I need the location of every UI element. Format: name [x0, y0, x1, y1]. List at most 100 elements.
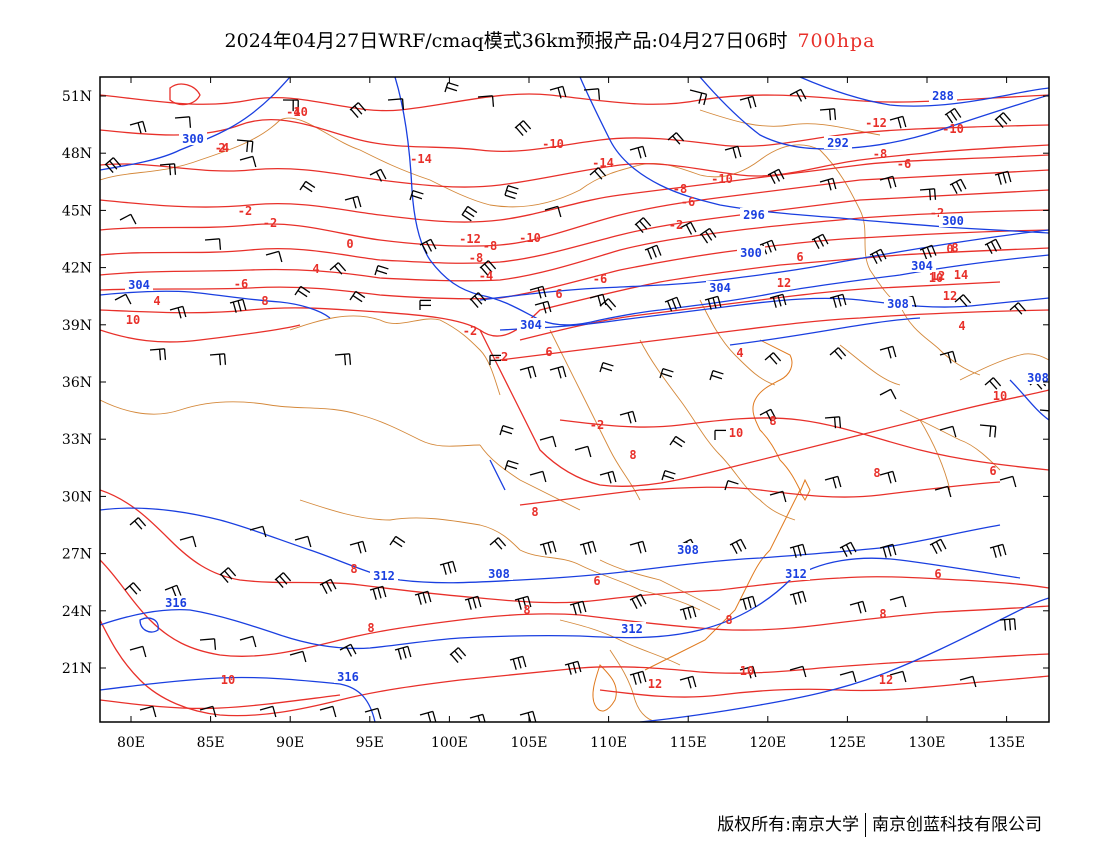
wind-barb [919, 244, 937, 260]
temperature-label: 12 [931, 269, 945, 283]
map-frame [99, 76, 1050, 723]
temperature-label: 10 [929, 271, 943, 285]
wind-barb [299, 180, 316, 193]
temperature-label: -4 [215, 141, 229, 155]
lat-label: 48N [62, 146, 92, 162]
wind-barb [199, 638, 217, 650]
wind-barb [724, 480, 739, 491]
wind-barb [549, 85, 567, 99]
temperature-label: -10 [711, 172, 733, 186]
wind-barb [994, 170, 1012, 185]
wind-barb [499, 425, 514, 436]
temperature-label: 8 [350, 562, 357, 576]
lat-label: 36N [62, 375, 92, 391]
temperature-label: -10 [542, 137, 564, 151]
wind-barb [789, 543, 807, 558]
temperature-label: -6 [234, 277, 248, 291]
wind-barb [139, 705, 157, 718]
temperature-label: 6 [934, 567, 941, 581]
title-level: 700hpa [797, 30, 876, 52]
label-bg [782, 567, 810, 580]
wind-barb [989, 543, 1007, 558]
temperature-label: -10 [519, 231, 541, 245]
wind-barb [664, 296, 682, 312]
lon-label: 105E [511, 735, 548, 751]
wind-barb [939, 425, 957, 438]
wind-barb [574, 445, 592, 458]
label-bg [618, 622, 646, 635]
wind-barb [994, 112, 1012, 128]
wind-barb [239, 635, 257, 648]
geopotential-label: 300 [740, 246, 762, 260]
lon-label: 95E [356, 735, 384, 751]
wind-barb [149, 348, 167, 361]
wind-barb [819, 177, 837, 191]
lon-label: 115E [670, 735, 707, 751]
geopotential-label: 312 [373, 569, 395, 583]
wind-barb [999, 618, 1017, 631]
geopotential-label: 308 [1027, 371, 1049, 385]
lon-label: 125E [829, 735, 866, 751]
wind-barb [239, 155, 257, 168]
lon-label: 110E [590, 735, 627, 751]
temperature-label: -10 [286, 105, 308, 119]
wind-barb [319, 705, 337, 718]
geopotential-label: 296 [743, 208, 765, 222]
geopotential-label: 308 [887, 297, 909, 311]
wind-barb [549, 365, 567, 379]
wind-barb [767, 168, 785, 185]
wind-barb [789, 665, 807, 678]
label-bg [485, 567, 513, 580]
wind-barb [659, 368, 674, 379]
wind-barb [589, 293, 607, 307]
temperature-label: 6 [555, 287, 562, 301]
wind-barb [489, 354, 501, 365]
wind-barb [709, 370, 724, 381]
temperature-label: 8 [261, 294, 268, 308]
temperature-label: 12 [879, 673, 893, 687]
coastline [592, 339, 811, 712]
geopotential-label: 304 [520, 318, 542, 332]
label-bg [162, 596, 190, 609]
wind-barb [449, 647, 467, 663]
wind-barb [934, 485, 952, 498]
label-bg [125, 278, 153, 291]
geopotential-label: 288 [932, 89, 954, 103]
wind-barb [849, 600, 867, 614]
footer-right: 南京创蓝科技有限公司 [872, 815, 1042, 835]
temperature-label: 8 [629, 448, 636, 462]
wind-barb [349, 290, 366, 303]
wind-barb [294, 535, 312, 548]
wind-barb [334, 353, 352, 366]
lat-label: 51N [62, 89, 92, 105]
wind-barb [829, 293, 847, 308]
wind-barb [954, 294, 972, 307]
temperature-label: 6 [796, 250, 803, 264]
temperature-label: 14 [954, 268, 968, 282]
wind-barb [879, 345, 897, 359]
temperature-label: 12 [943, 289, 957, 303]
lat-label: 27N [62, 547, 92, 563]
wind-barb [599, 470, 617, 484]
lon-label: 90E [276, 735, 304, 751]
wind-barb [282, 99, 299, 112]
geopotential-label: 304 [709, 281, 731, 295]
wind-barb [714, 429, 726, 440]
wind-barb [949, 178, 967, 195]
wind-barb [319, 578, 337, 595]
temperature-label: -2 [494, 350, 508, 364]
wind-barb [544, 205, 562, 218]
wind-barb [504, 185, 519, 200]
wind-barb [724, 145, 742, 159]
wind-barb [394, 645, 412, 660]
temperature-label: -10 [942, 122, 964, 136]
temperature-label: 0 [946, 242, 953, 256]
temperature-label: 12 [648, 677, 662, 691]
wind-barb [409, 190, 424, 201]
wind-barb [294, 285, 311, 298]
wind-barb [259, 705, 277, 718]
wind-barb [364, 707, 382, 720]
axis-ticks [100, 77, 1049, 722]
wind-barb [439, 560, 457, 575]
wind-barb [769, 490, 787, 503]
